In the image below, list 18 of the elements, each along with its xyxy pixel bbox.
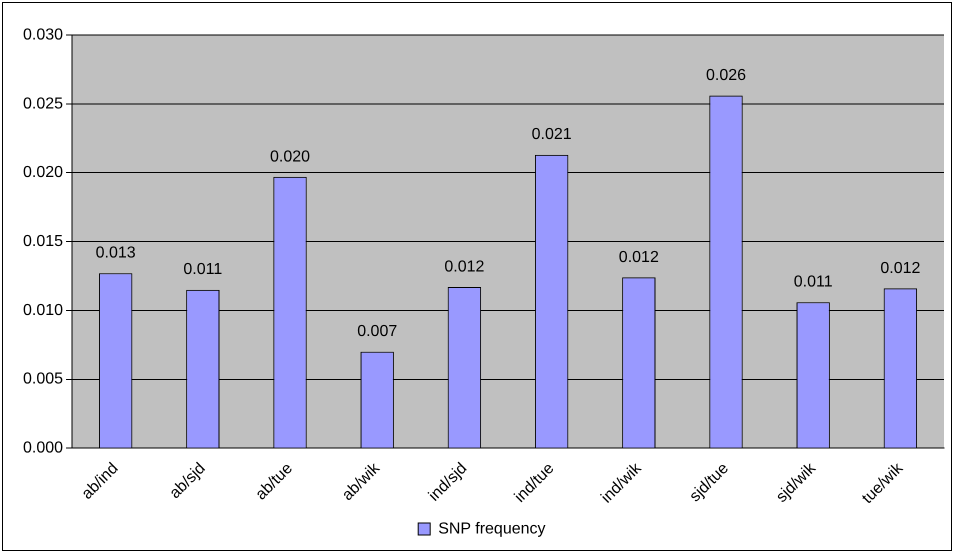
data-label: 0.012 <box>880 260 921 277</box>
data-label: 0.011 <box>794 274 833 291</box>
data-label: 0.011 <box>183 261 222 278</box>
y-tick-label: 0.005 <box>22 370 64 388</box>
y-tick-label: 0.015 <box>22 233 64 250</box>
data-label: 0.012 <box>618 248 659 266</box>
data-label: 0.013 <box>96 244 136 262</box>
y-tick-label: 0.020 <box>22 164 64 182</box>
y-tick-label: 0.030 <box>22 26 64 44</box>
legend-label: SNP frequency <box>438 520 546 538</box>
y-tick-label: 0.025 <box>22 95 64 112</box>
data-label: 0.021 <box>532 126 572 144</box>
y-tick-label: 0.000 <box>22 440 64 457</box>
data-label: 0.007 <box>357 323 398 340</box>
data-label: 0.012 <box>444 258 485 276</box>
data-label: 0.026 <box>706 67 746 84</box>
data-label: 0.020 <box>270 148 310 166</box>
y-tick-label: 0.010 <box>22 302 64 319</box>
